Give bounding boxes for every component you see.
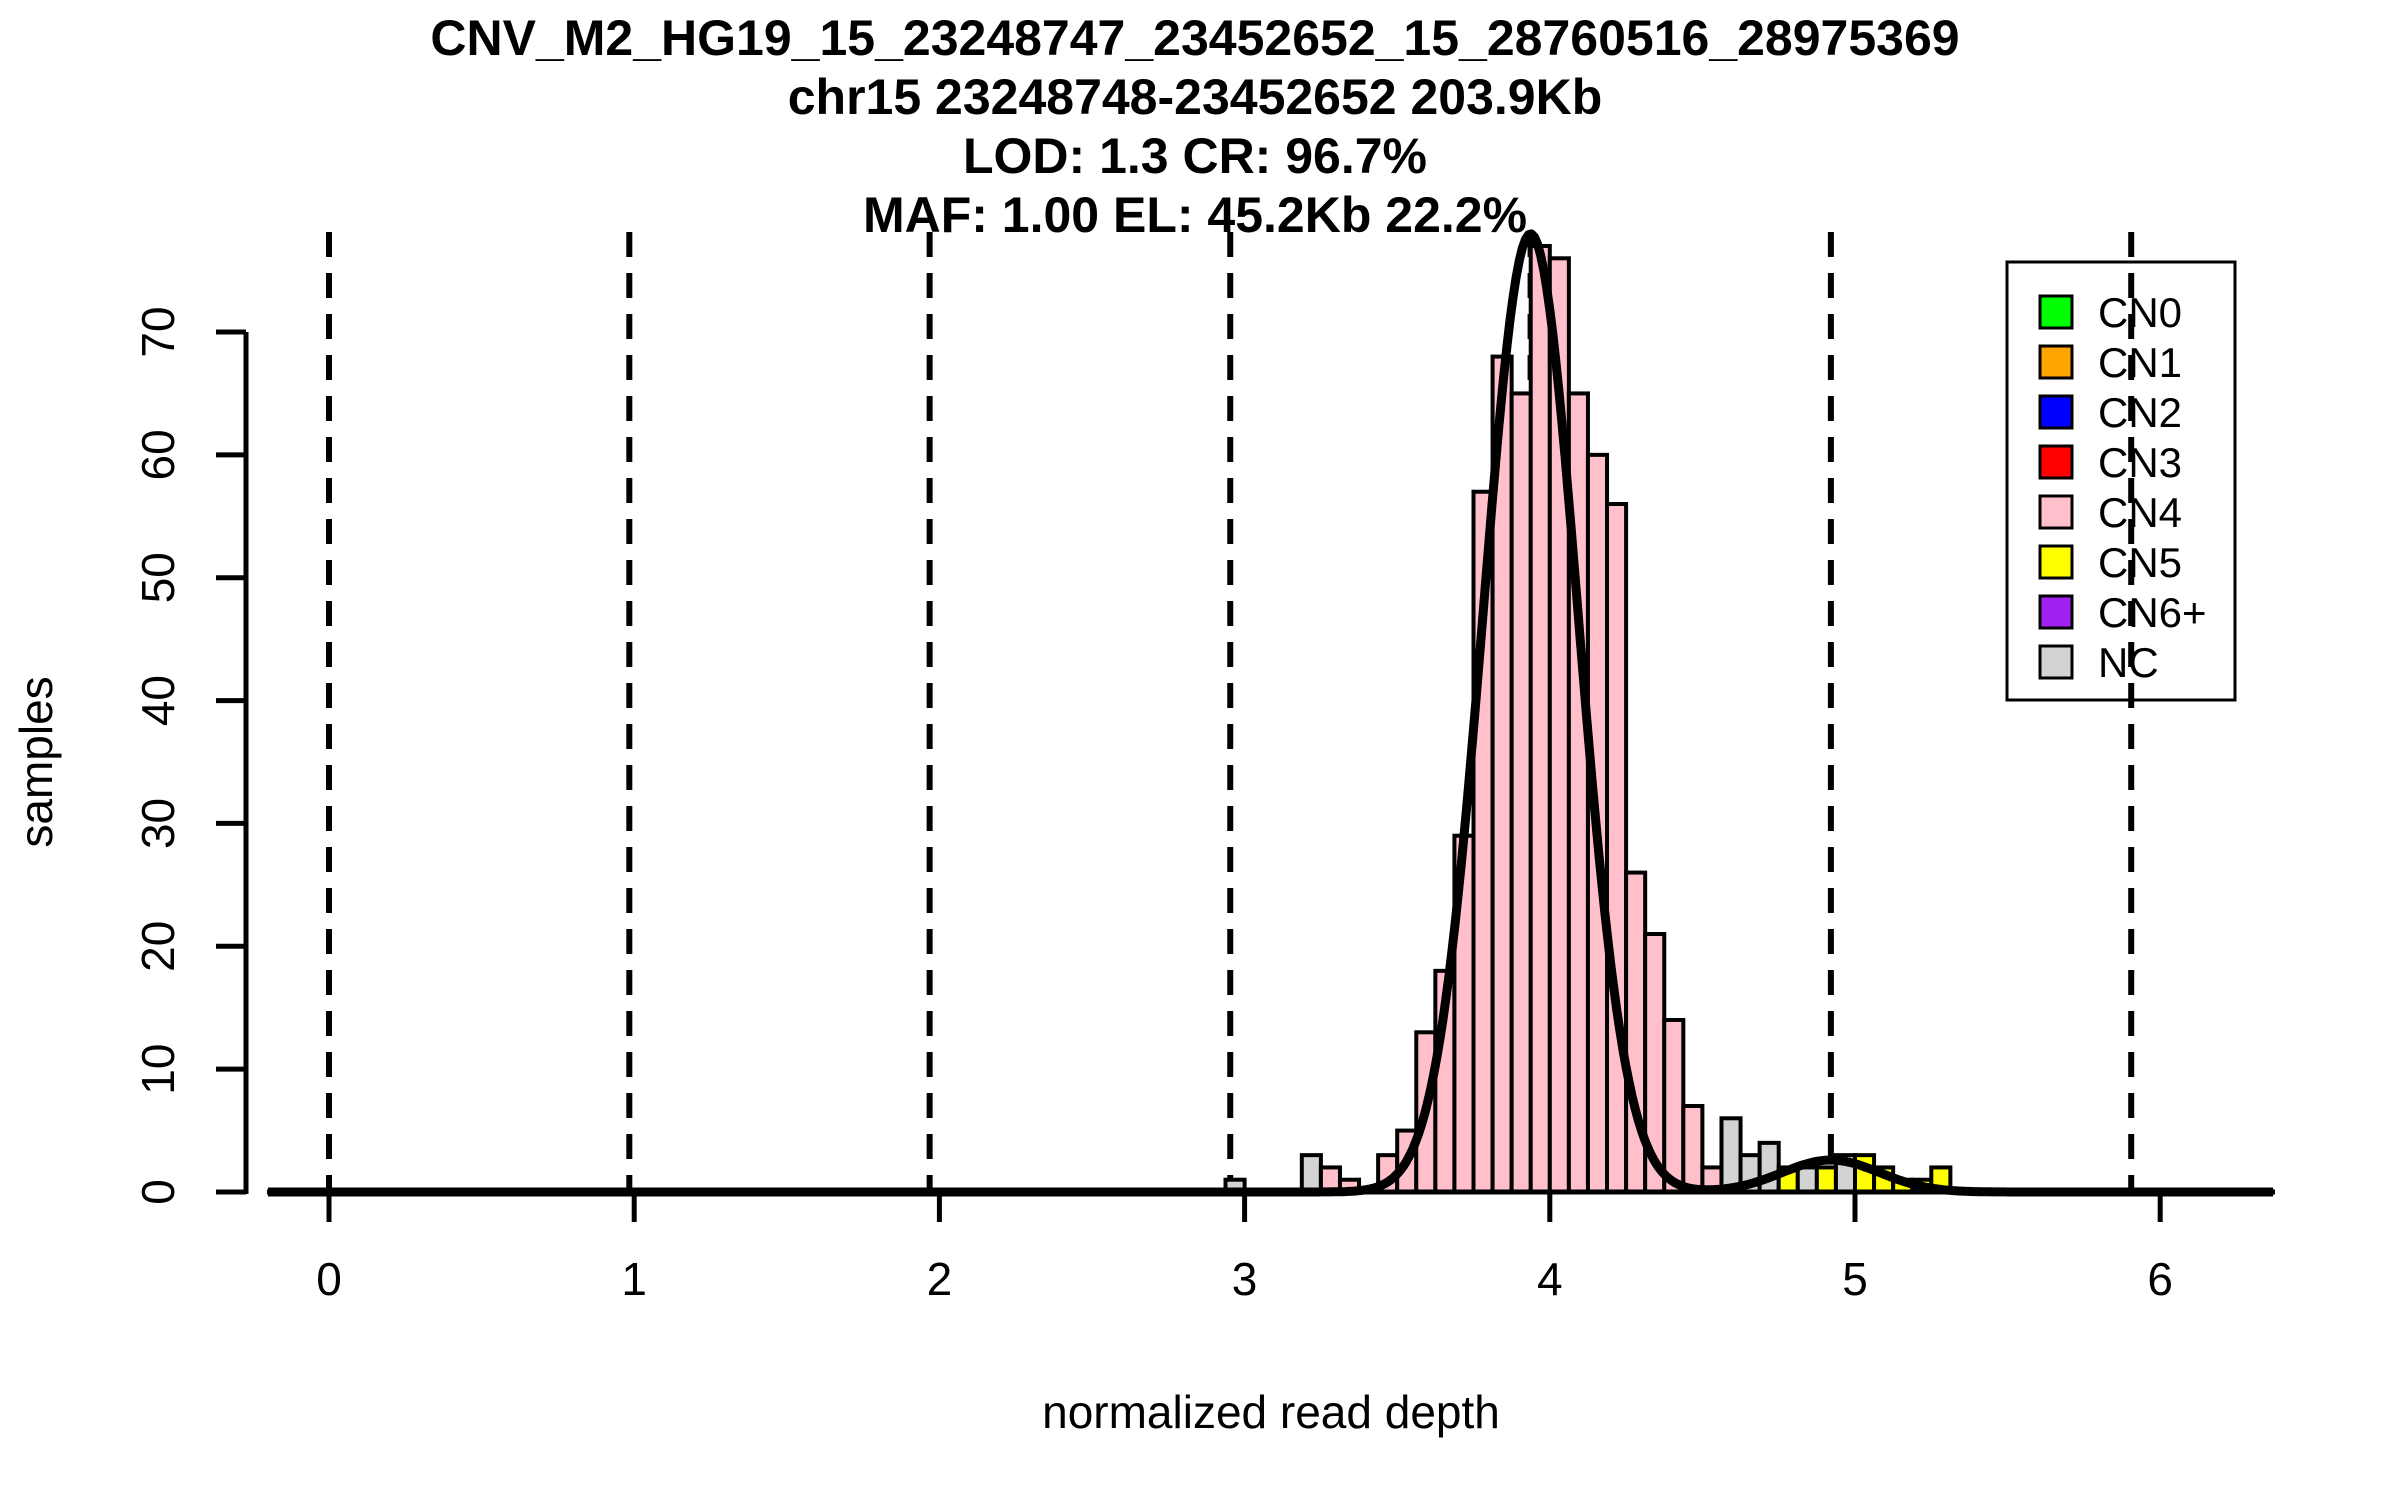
y-tick-label: 60 — [132, 429, 184, 480]
legend-swatch-cn3 — [2038, 444, 2074, 480]
x-tick-label: 1 — [621, 1253, 647, 1305]
y-tick-label: 50 — [132, 552, 184, 603]
legend-swatch-cn2 — [2038, 394, 2074, 430]
density-curve-layer — [266, 229, 2275, 1197]
legend-label-cn6plus: CN6+ — [2098, 589, 2207, 636]
histogram-bar-cn5 — [1814, 1165, 1838, 1194]
y-tick-label: 40 — [132, 675, 184, 726]
legend-label-cn1: CN1 — [2098, 339, 2182, 386]
y-axis-label: samples — [10, 676, 62, 847]
legend-label-cn3: CN3 — [2098, 439, 2182, 486]
legend-swatch-cn4 — [2038, 494, 2074, 530]
legend-swatch-cn1 — [2038, 344, 2074, 380]
x-tick-label: 0 — [316, 1253, 342, 1305]
y-tick-label: 20 — [132, 921, 184, 972]
y-tick-label: 0 — [132, 1179, 184, 1205]
legend-box — [2005, 260, 2237, 702]
chart-title-line-2: chr15 23248748-23452652 203.9Kb — [788, 69, 1603, 125]
y-tick-label: 30 — [132, 798, 184, 849]
density-curve — [266, 229, 2275, 1197]
dashed-gridlines-layer — [326, 232, 2135, 1192]
legend-swatch-cn0 — [2038, 294, 2074, 330]
histogram-bar-nc — [1299, 1153, 1323, 1195]
legend-label-cn0: CN0 — [2098, 289, 2182, 336]
x-axis-label: normalized read depth — [1042, 1386, 1500, 1438]
legend-swatch-cn6plus — [2038, 594, 2074, 630]
histogram-bar-cn4 — [1681, 1104, 1705, 1195]
legend-label-cn4: CN4 — [2098, 489, 2182, 536]
x-tick-label: 2 — [927, 1253, 953, 1305]
chart-title-line-4: MAF: 1.00 EL: 45.2Kb 22.2% — [863, 187, 1527, 243]
legend-label-cn5: CN5 — [2098, 539, 2182, 586]
legend-swatch-nc — [2038, 644, 2074, 680]
histogram-bar-cn4 — [1528, 244, 1552, 1194]
x-tick-label: 5 — [1842, 1253, 1868, 1305]
histogram-bar-cn4 — [1662, 1018, 1686, 1194]
histogram-bar-nc — [1795, 1165, 1819, 1194]
histogram-bar-cn4 — [1509, 391, 1533, 1194]
histogram-bar-cn4 — [1605, 502, 1629, 1194]
chart-title-line-3: LOD: 1.3 CR: 96.7% — [963, 128, 1427, 184]
legend-label-nc: NC — [2098, 639, 2159, 686]
legend-label-cn2: CN2 — [2098, 389, 2182, 436]
x-tick-label: 4 — [1537, 1253, 1563, 1305]
y-tick-label: 70 — [132, 306, 184, 357]
legend-swatch-cn5 — [2038, 544, 2074, 580]
x-tick-label: 3 — [1232, 1253, 1258, 1305]
x-tick-label: 6 — [2147, 1253, 2173, 1305]
y-tick-label: 10 — [132, 1044, 184, 1095]
chart-title-line-1: CNV_M2_HG19_15_23248747_23452652_15_2876… — [430, 10, 1959, 66]
histogram-bar-nc — [1719, 1116, 1743, 1194]
